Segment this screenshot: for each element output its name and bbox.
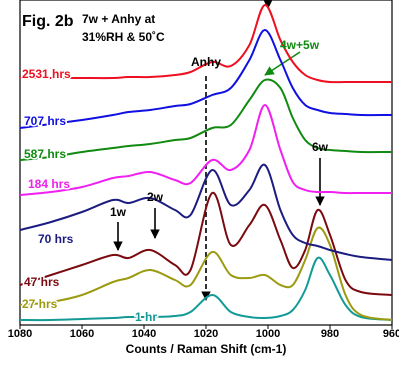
spectrum-line xyxy=(19,103,392,196)
spectrum-line xyxy=(19,163,393,261)
series-label: 47 hrs xyxy=(24,275,60,289)
series-label: 2531 hrs xyxy=(22,67,71,81)
spectrum-line xyxy=(19,226,393,321)
series-label: 70 hrs xyxy=(38,232,74,246)
series-label: 184 hrs xyxy=(28,177,70,191)
subtitle: 31%RH & 50˚C xyxy=(82,30,165,44)
x-tick-label: 980 xyxy=(321,328,339,340)
x-tick-label: 1040 xyxy=(132,328,156,340)
spectrum-line xyxy=(19,28,393,129)
annotation: Anhy xyxy=(191,55,221,69)
x-tick-label: 960 xyxy=(383,328,399,340)
spectrum-line xyxy=(19,256,393,322)
spectrum-line xyxy=(19,4,392,84)
series-label: 587 hrs xyxy=(24,147,66,161)
annotation: 6w xyxy=(312,140,329,154)
x-tick-label: 1080 xyxy=(8,328,32,340)
spectrum-line xyxy=(19,78,393,161)
curves xyxy=(19,4,393,322)
x-tick-label: 1060 xyxy=(70,328,94,340)
x-tick-label: 1000 xyxy=(256,328,280,340)
annotation: 1w xyxy=(110,205,127,219)
x-tick-label: 1020 xyxy=(194,328,218,340)
annotation: 4w+5w xyxy=(280,38,320,52)
series-label: 707 hrs xyxy=(24,114,66,128)
labels: Fig. 2b 7w + Anhy at 31%RH & 50˚C Anhy 4… xyxy=(8,12,399,356)
chart-title: Fig. 2b xyxy=(22,13,74,30)
x-axis-label: Counts / Raman Shift (cm-1) xyxy=(126,342,287,356)
subtitle: 7w + Anhy at xyxy=(82,12,155,26)
series-label: 27 hrs xyxy=(22,297,58,311)
series-label: 1 hr xyxy=(135,310,157,324)
annotation: 2w xyxy=(147,190,164,204)
spectrum-line xyxy=(19,191,393,296)
